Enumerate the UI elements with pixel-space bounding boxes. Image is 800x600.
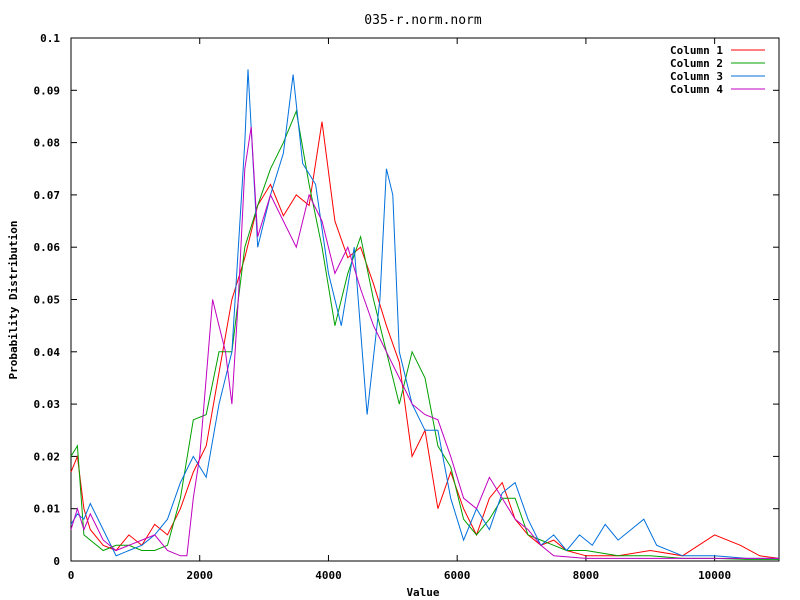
x-tick-label: 10000 — [698, 569, 731, 582]
x-tick-label: 6000 — [444, 569, 471, 582]
y-tick-label: 0.04 — [34, 346, 61, 359]
series-line-column-4 — [70, 126, 779, 559]
x-axis-label: Value — [406, 586, 439, 599]
x-axis: 0 2000 4000 6000 8000 10000 — [68, 38, 731, 582]
y-axis: 0 0.01 0.02 0.03 0.04 0.05 0.06 0.07 0.08 0.09 0.1 — [34, 32, 779, 568]
y-tick-label: 0.1 — [40, 32, 60, 45]
x-tick-label: 0 — [68, 569, 75, 582]
series-lines — [70, 69, 780, 560]
y-tick-label: 0.02 — [34, 450, 61, 463]
chart-title: 035-r.norm.norm — [364, 13, 482, 28]
y-axis-label: Probability Distribution — [7, 221, 20, 380]
legend-label: Column 1 — [670, 44, 723, 57]
y-tick-label: 0.06 — [34, 241, 61, 254]
legend-label: Column 2 — [670, 57, 723, 70]
x-tick-label: 2000 — [186, 569, 213, 582]
plot-frame — [70, 37, 780, 562]
y-tick-label: 0.07 — [34, 189, 61, 202]
y-tick-label: 0.09 — [34, 84, 61, 97]
y-tick-label: 0 — [53, 555, 60, 568]
series-line-column-3 — [70, 69, 779, 559]
series-line-column-2 — [70, 109, 779, 560]
plot-border — [70, 37, 780, 562]
y-tick-label: 0.01 — [34, 503, 61, 516]
y-tick-label: 0.03 — [34, 398, 61, 411]
legend-label: Column 3 — [670, 70, 723, 83]
legend-label: Column 4 — [670, 83, 723, 96]
y-tick-label: 0.08 — [34, 137, 61, 150]
x-tick-label: 8000 — [573, 569, 600, 582]
y-tick-label: 0.05 — [34, 294, 61, 307]
x-tick-label: 4000 — [315, 569, 342, 582]
